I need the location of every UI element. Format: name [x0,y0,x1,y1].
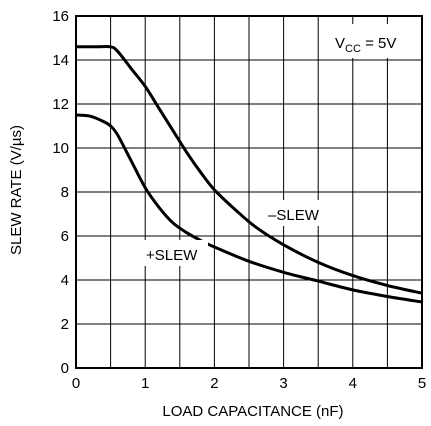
y-tick-label-3: 6 [61,228,69,245]
y-tick-label-7: 14 [52,52,69,69]
minus-slew-curve [76,44,423,295]
x-tick-label-5: 5 [418,375,426,392]
series-label-plus-slew-text: +SLEW [146,247,198,264]
vcc-annotation-main: V [335,35,345,52]
plus-slew-curve [75,113,423,304]
vcc-annotation-suffix: = 5V [361,35,396,52]
x-axis-label: LOAD CAPACITANCE (nF) [162,403,343,420]
svg-text:VCC = 5V: VCC = 5V [335,35,396,55]
x-tick-label-2: 2 [210,375,218,392]
vcc-annotation-subscript: CC [345,43,361,55]
y-tick-label-0: 0 [61,360,69,377]
y-tick-label-5: 10 [52,140,69,157]
grid-layer [76,16,422,368]
y-tick-label-4: 8 [61,184,69,201]
x-tick-label-3: 3 [279,375,287,392]
x-tick-label-0: 0 [72,375,80,392]
y-tick-label-6: 12 [52,96,69,113]
series-label-minus-slew-text: –SLEW [268,207,320,224]
x-tick-label-1: 1 [141,375,149,392]
vcc-annotation: VCC = 5V [330,24,410,58]
y-tick-label-8: 16 [52,8,69,25]
y-tick-label-2: 4 [61,272,69,289]
y-tick-label-1: 2 [61,316,69,333]
y-axis-label: SLEW RATE (V/µs) [8,125,25,255]
frame-layer [75,15,423,369]
plot-frame [75,15,423,369]
series-label-minus-slew: –SLEW [264,200,328,226]
series-layer [75,44,423,304]
x-tick-label-4: 4 [349,375,357,392]
series-label-plus-slew: +SLEW [142,240,208,266]
